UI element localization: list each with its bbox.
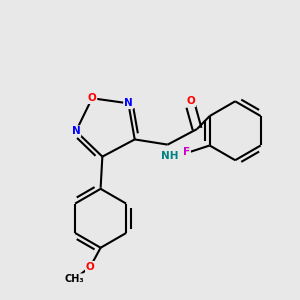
Text: N: N: [72, 126, 80, 136]
Text: O: O: [86, 262, 94, 272]
Text: CH₃: CH₃: [65, 274, 85, 284]
Text: O: O: [88, 93, 96, 103]
Text: O: O: [187, 96, 195, 106]
Text: N: N: [124, 98, 133, 108]
Text: F: F: [183, 147, 190, 157]
Text: NH: NH: [160, 151, 178, 161]
